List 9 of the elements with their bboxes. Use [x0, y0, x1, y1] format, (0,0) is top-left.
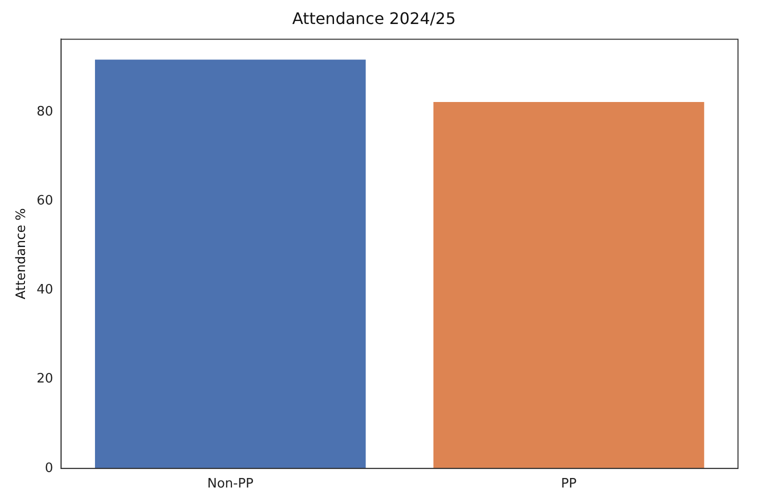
x-tick-label: PP: [560, 476, 577, 492]
y-axis-title: Attendance %: [14, 208, 30, 300]
y-tick-label: 60: [36, 194, 54, 209]
y-tick-label: 0: [44, 460, 54, 476]
chart-title: Attendance 2024/25: [292, 8, 456, 28]
x-tick-label: Non-PP: [207, 476, 254, 492]
y-tick-label: 20: [36, 372, 54, 387]
y-tick-label: 80: [36, 104, 54, 120]
y-tick-label: 40: [36, 282, 54, 298]
